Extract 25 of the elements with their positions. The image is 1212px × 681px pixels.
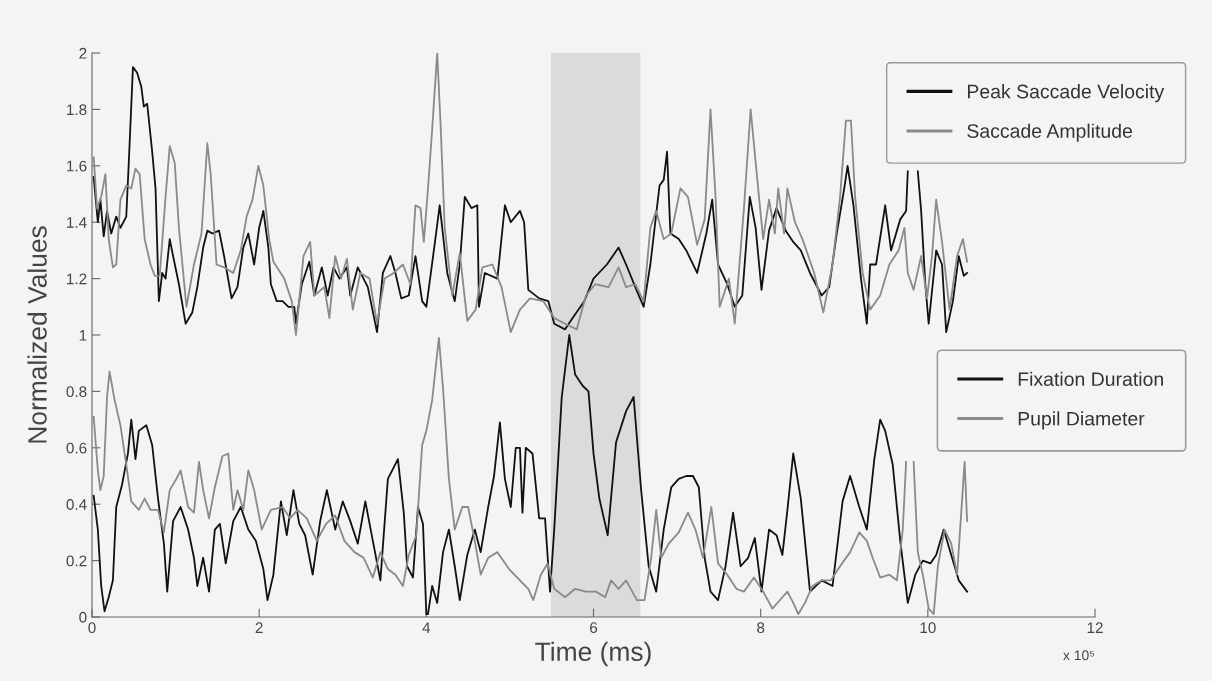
y-tick-label: 0.6 xyxy=(66,442,87,454)
x-tick-label: 10 xyxy=(920,622,936,634)
legend-label: Peak Saccade Velocity xyxy=(967,84,1165,103)
y-tick-label: 1.4 xyxy=(67,217,87,228)
y-tick-label: 0.2 xyxy=(66,555,87,567)
legend-label: Saccade Amplitude xyxy=(967,123,1132,142)
legend-label: Pupil Diameter xyxy=(1018,411,1145,430)
y-tick-label: 1.2 xyxy=(67,273,87,285)
y-tick-label: 0.8 xyxy=(66,386,87,398)
y-axis-title: Normalized Values xyxy=(27,226,47,443)
y-tick-label: 1.6 xyxy=(67,160,87,172)
y-tick-label: 0.4 xyxy=(66,499,87,510)
y-tick-label: 2 xyxy=(79,47,87,59)
y-tick-label: 1.8 xyxy=(67,104,87,116)
x-tick-label: 12 xyxy=(1087,622,1103,633)
x-tick-label: 0 xyxy=(88,622,96,634)
text: x 10⁵ xyxy=(1063,650,1095,661)
x-axis-title: Time (ms) xyxy=(535,641,651,667)
x-tick-label: 2 xyxy=(255,622,263,633)
legend-label: Fixation Duration xyxy=(1018,371,1163,387)
x-tick-label: 8 xyxy=(757,622,765,634)
x-tick-label: 4 xyxy=(422,622,431,633)
y-tick-label: 0 xyxy=(79,611,87,623)
y-tick-label: 1 xyxy=(79,330,87,341)
x-tick-label: 6 xyxy=(590,622,598,634)
